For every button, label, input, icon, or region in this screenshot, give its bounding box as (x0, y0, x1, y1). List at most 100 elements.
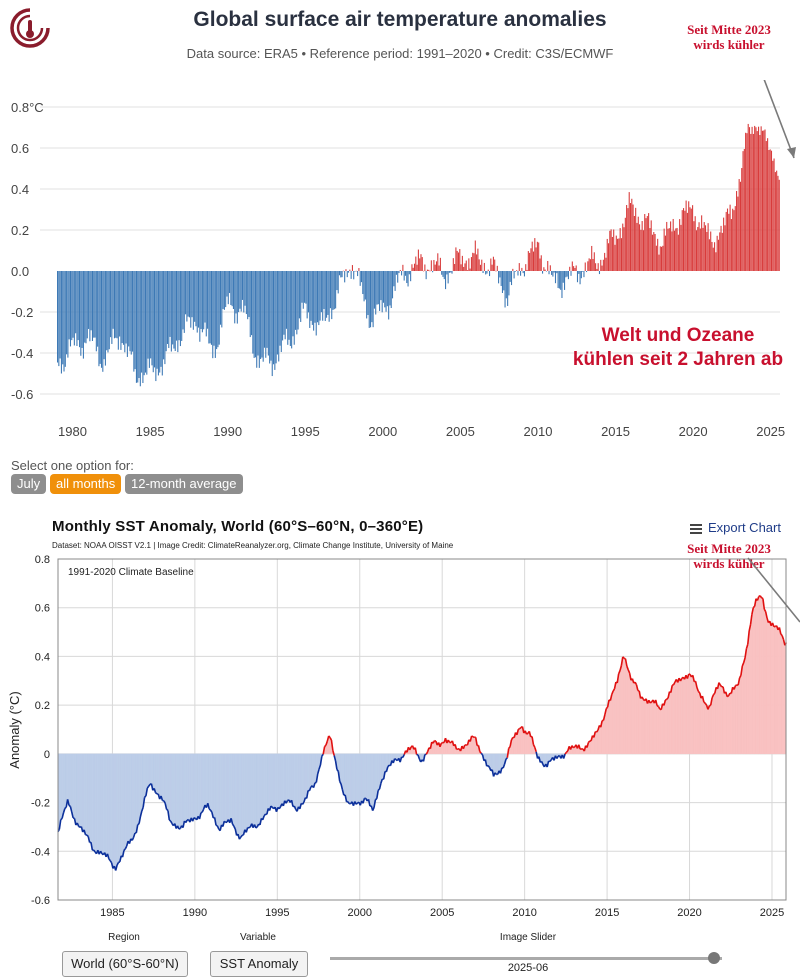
option-12-month-average-button[interactable]: 12-month average (125, 474, 243, 494)
option-all-months-button[interactable]: all months (50, 474, 122, 494)
export-chart-button[interactable]: Export Chart (690, 520, 781, 536)
bottom-series-line (337, 771, 341, 782)
bottom-series-line (762, 598, 766, 610)
top-bar (640, 229, 642, 271)
bottom-area-fill (105, 753, 108, 857)
region-select-button[interactable]: World (60°S-60°N) (62, 951, 188, 977)
top-bar (253, 271, 255, 358)
bottom-area-fill (210, 753, 213, 813)
bottom-series-line (371, 807, 375, 811)
bottom-series-line (138, 816, 142, 824)
bottom-area-fill (659, 708, 662, 755)
bottom-area-fill (185, 753, 188, 824)
top-bar (112, 271, 114, 329)
top-bar (547, 260, 549, 271)
top-bar (624, 217, 626, 271)
bottom-series-line (146, 785, 150, 789)
bottom-area-fill (305, 753, 307, 799)
top-bar (210, 271, 212, 345)
bottom-series-line (573, 746, 575, 749)
image-slider-handle[interactable] (708, 952, 721, 964)
bottom-series-line (506, 748, 510, 758)
bottom-x-axis: 1985 1990 1995 2000 2005 2010 2015 2020 2025 (100, 907, 784, 919)
top-bar (684, 210, 686, 271)
top-bar (661, 246, 663, 271)
bottom-area-fill (673, 682, 676, 755)
bottom-area-fill (677, 678, 680, 755)
bottom-series-line (480, 752, 484, 756)
bottom-series-line (233, 825, 236, 830)
top-bar (376, 271, 378, 305)
top-bar (664, 235, 666, 271)
top-bar (564, 271, 566, 290)
bottom-series-line (758, 594, 761, 598)
top-bar (478, 259, 480, 271)
top-bar (610, 229, 612, 271)
bottom-area-fill (357, 753, 360, 804)
bottom-area-fill (733, 685, 736, 755)
top-bar (595, 263, 597, 271)
bottom-series-line (99, 850, 103, 855)
top-bar (520, 271, 522, 276)
bottom-area-fill (279, 753, 281, 810)
top-bar (318, 271, 320, 326)
bottom-area-fill (257, 753, 259, 827)
top-bar (708, 239, 710, 271)
bottom-series-line (402, 754, 405, 758)
bottom-area-fill (68, 753, 71, 807)
top-bar (373, 271, 375, 309)
bottom-series-line (719, 684, 723, 688)
bottom-series-line (753, 598, 757, 607)
top-bar (346, 271, 348, 278)
top-bar (663, 228, 665, 271)
top-bar (496, 265, 498, 271)
top-bar (196, 271, 198, 333)
bottom-series-line (454, 744, 458, 750)
top-bar (712, 247, 714, 271)
top-bar (525, 264, 527, 271)
top-bar (379, 271, 381, 311)
top-bar (390, 271, 392, 309)
bottom-area-fill (82, 753, 85, 833)
top-bar (203, 271, 205, 330)
bottom-arrow (747, 557, 800, 623)
bottom-series-line (686, 673, 690, 679)
top-bar (428, 269, 430, 271)
bottom-annotation: Seit Mitte 2023 wirds kühler (664, 541, 794, 571)
bottom-area-fill (636, 684, 639, 755)
top-bar (654, 234, 656, 271)
bottom-area-fill (755, 598, 758, 755)
bottom-area-fill (729, 692, 732, 755)
variable-select-button[interactable]: SST Anomaly (210, 951, 308, 977)
bottom-area-fill (720, 684, 722, 755)
top-bar (556, 271, 558, 274)
bottom-area-fill (633, 681, 636, 755)
bottom-area-fill (518, 728, 520, 755)
top-bar (406, 271, 408, 284)
top-bar (738, 179, 740, 271)
top-bar (331, 271, 333, 320)
top-bar (695, 230, 698, 271)
bottom-area-fill (639, 691, 641, 755)
bottom-area-fill (700, 695, 703, 755)
top-bar (129, 271, 131, 352)
bottom-series-line (611, 690, 614, 695)
top-bar (578, 271, 580, 274)
top-bar (659, 246, 661, 271)
bottom-area-fill (314, 753, 317, 784)
image-slider-track[interactable] (330, 957, 722, 960)
top-bar (677, 234, 679, 271)
top-bar (304, 271, 306, 303)
option-july-button[interactable]: July (11, 474, 47, 494)
top-bar (278, 271, 280, 362)
bottom-area-fill (665, 699, 667, 755)
bottom-area-fill (214, 753, 217, 826)
bottom-series-line (486, 764, 489, 767)
top-bar (415, 256, 417, 271)
top-bar (282, 271, 284, 341)
top-bar (85, 271, 87, 344)
bottom-y-tick-label: 0.4 (35, 651, 50, 663)
top-bar (644, 214, 646, 271)
bottom-area-fill (716, 686, 718, 755)
bottom-area-fill (717, 682, 720, 755)
